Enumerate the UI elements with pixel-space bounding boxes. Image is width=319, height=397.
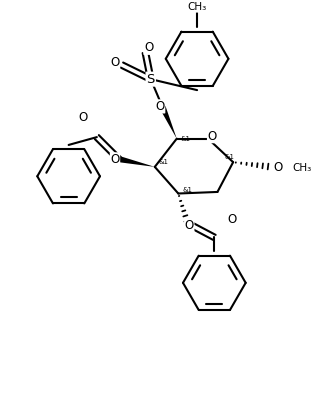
- Text: O: O: [110, 56, 120, 69]
- Text: CH₃: CH₃: [293, 162, 312, 173]
- Text: CH₃: CH₃: [188, 2, 207, 12]
- Text: S: S: [146, 73, 155, 86]
- Text: O: O: [144, 41, 153, 54]
- Polygon shape: [118, 156, 155, 167]
- Text: O: O: [227, 213, 236, 226]
- Polygon shape: [160, 106, 177, 139]
- Text: O: O: [155, 100, 165, 113]
- Text: O: O: [208, 130, 217, 143]
- Text: O: O: [78, 111, 87, 124]
- Text: O: O: [110, 153, 120, 166]
- Text: &1: &1: [159, 160, 168, 166]
- Text: &1: &1: [181, 136, 190, 142]
- Text: &1: &1: [224, 154, 234, 160]
- Text: O: O: [185, 219, 194, 232]
- Text: O: O: [274, 161, 283, 174]
- Text: &1: &1: [182, 187, 192, 193]
